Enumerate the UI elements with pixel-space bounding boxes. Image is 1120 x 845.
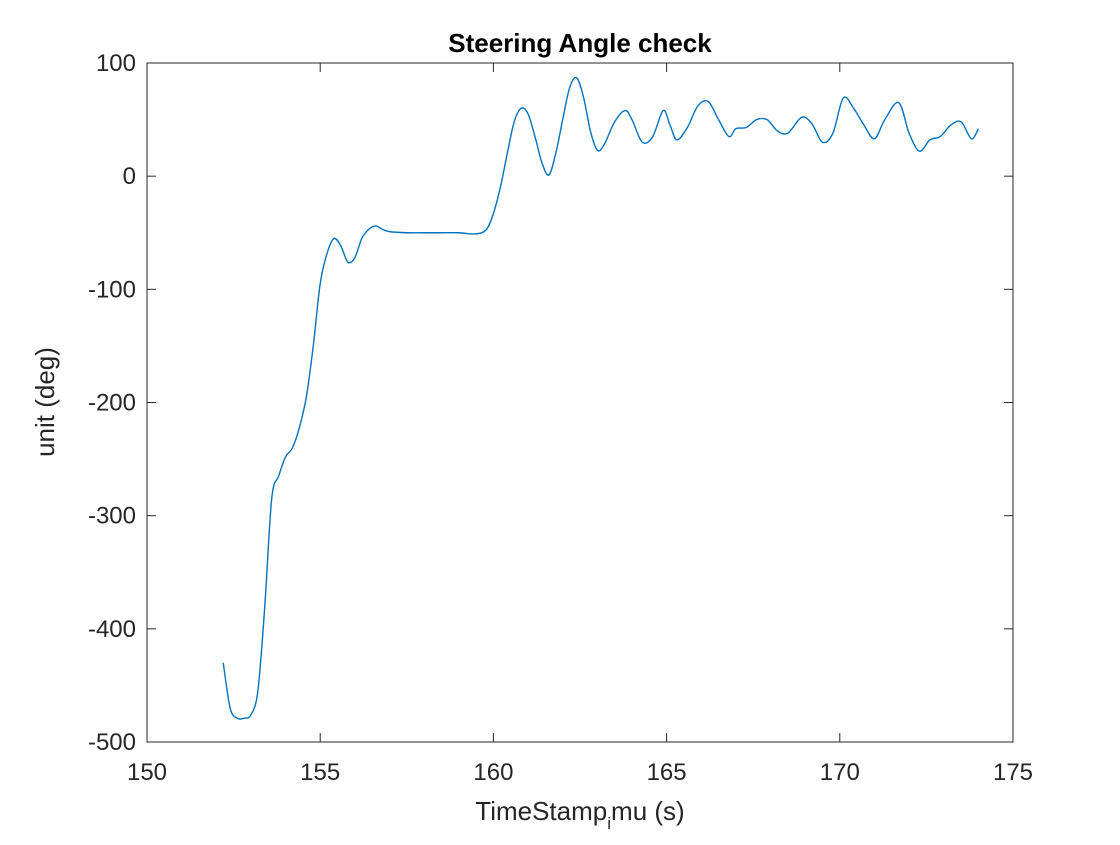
y-tick-label: -400 <box>88 616 136 643</box>
series-line <box>222 76 979 720</box>
x-axis-title-main: TimeStamp <box>475 796 607 826</box>
x-tick-label: 175 <box>993 759 1033 786</box>
x-tick-label: 165 <box>647 759 687 786</box>
plot-area <box>146 62 1014 743</box>
y-tick-label: 100 <box>96 50 136 77</box>
y-axis-title: unit (deg) <box>30 347 60 457</box>
y-tick-label: -200 <box>88 390 136 417</box>
y-tick-label: -500 <box>88 729 136 756</box>
x-axis-ticks: 150 155 160 165 170 175 <box>127 63 1033 786</box>
x-tick-label: 160 <box>473 759 513 786</box>
x-axis-title: TimeStampimu (s) <box>475 796 684 833</box>
x-tick-label: 150 <box>127 759 167 786</box>
chart-title: Steering Angle check <box>448 28 712 58</box>
x-tick-label: 155 <box>300 759 340 786</box>
x-tick-label: 170 <box>820 759 860 786</box>
y-tick-label: -300 <box>88 503 136 530</box>
y-tick-label: 0 <box>123 163 136 190</box>
x-axis-title-subscript: i <box>607 814 611 833</box>
y-axis-ticks: 100 0 -100 -200 -300 -400 -500 <box>88 50 1013 756</box>
y-tick-label: -100 <box>88 276 136 303</box>
x-axis-title-rest: mu (s) <box>611 796 685 826</box>
